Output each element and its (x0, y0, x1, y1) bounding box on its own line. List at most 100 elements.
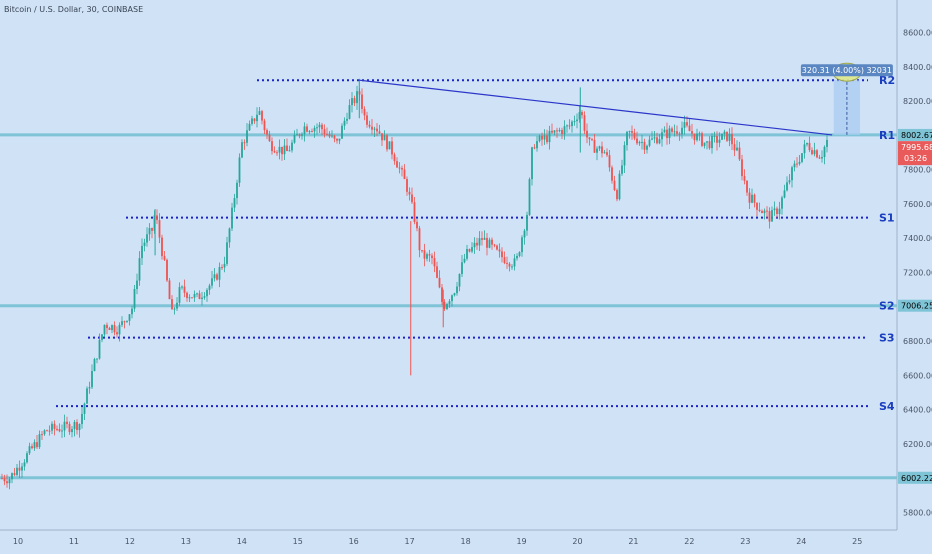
candle-body (178, 287, 181, 303)
candle-body (161, 237, 163, 257)
candle-body (108, 327, 111, 331)
candle-body (31, 446, 33, 449)
candle-body (518, 252, 521, 256)
candle-body (738, 147, 741, 160)
candle-body (76, 422, 78, 431)
candle-body (171, 299, 173, 310)
candle-body (741, 159, 743, 177)
candle-body (428, 254, 431, 256)
candle-body (618, 173, 621, 200)
candle-body (713, 135, 716, 137)
base-price-tag: 6002.22 (901, 474, 932, 483)
candle-body (806, 142, 808, 145)
candle-body (453, 293, 456, 296)
candle-body (98, 339, 101, 359)
candle-body (418, 228, 421, 251)
symbol-header: Bitcoin / U.S. Dollar, 30, COINBASE (4, 5, 144, 14)
candle-body (38, 434, 41, 448)
candle-body (33, 442, 36, 449)
candle-body (168, 280, 171, 300)
candle-body (746, 180, 748, 193)
candle-body (678, 133, 681, 135)
candle-body (773, 208, 776, 211)
candle-body (608, 155, 611, 168)
candle-body (173, 308, 176, 310)
candle-body (106, 324, 108, 328)
candle-body (496, 245, 498, 250)
time-tick-label: 10 (13, 537, 23, 546)
candle-body (531, 147, 533, 180)
candle-body (701, 133, 703, 146)
candle-body (68, 423, 71, 433)
candle-body (776, 208, 778, 215)
candle-body (451, 295, 453, 302)
candle-body (43, 430, 46, 435)
candle-body (638, 142, 641, 144)
candle-body (71, 429, 73, 433)
candle-body (771, 210, 773, 222)
candle-body (103, 324, 106, 335)
candle-body (718, 139, 721, 143)
candle-body (781, 197, 783, 209)
candle-body (673, 131, 676, 133)
level-label-s4: S4 (879, 400, 895, 413)
candle-body (576, 119, 578, 122)
candle-body (201, 297, 203, 300)
time-tick-label: 17 (405, 537, 415, 546)
candle-body (726, 131, 728, 141)
candle-body (793, 163, 796, 168)
candle-body (748, 192, 751, 203)
candle-body (78, 424, 81, 431)
candle-body (301, 134, 303, 136)
candle-body (681, 127, 683, 135)
candle-body (693, 133, 696, 141)
candle-body (46, 430, 48, 432)
candle-body (81, 413, 83, 425)
candle-body (41, 434, 43, 436)
trendline[interactable] (359, 79, 833, 136)
candle-body (463, 258, 466, 263)
candle-body (721, 133, 723, 140)
candle-body (431, 255, 433, 259)
candle-body (141, 245, 143, 259)
candle-body (128, 314, 131, 321)
candle-body (601, 146, 603, 154)
candle-body (101, 334, 103, 340)
candle-body (631, 131, 633, 133)
candle-body (801, 153, 803, 162)
candle-body (696, 133, 698, 141)
price-tick-label: 5800.00 (903, 508, 932, 517)
candle-body (228, 228, 231, 243)
candle-body (488, 239, 491, 248)
candle-body (483, 237, 486, 240)
candle-body (426, 254, 428, 259)
candle-body (731, 134, 733, 145)
candle-body (186, 292, 188, 299)
candle-body (8, 479, 11, 484)
candle-body (826, 139, 828, 147)
candle-body (343, 120, 346, 126)
time-tick-label: 24 (796, 537, 806, 546)
candle-body (686, 122, 688, 126)
candle-body (191, 297, 193, 299)
price-axis[interactable]: 5800.006000.006200.006400.006600.006800.… (903, 29, 932, 518)
candle-body (613, 180, 616, 191)
candle-body (351, 98, 353, 106)
candle-body (581, 112, 583, 116)
candle-body (1, 478, 3, 480)
candle-body (646, 145, 648, 150)
candle-body (766, 210, 768, 212)
candle-body (241, 142, 243, 158)
candle-body (763, 210, 766, 214)
candle-body (723, 131, 726, 134)
candle-body (586, 130, 588, 138)
candle-body (28, 446, 31, 454)
candle-body (571, 121, 573, 127)
candle-body (468, 249, 471, 252)
level-label-s1: S1 (879, 212, 895, 225)
candle-body (83, 403, 86, 414)
candle-body (636, 138, 638, 144)
time-axis[interactable]: 10 11 12 13 14 15 16 17 18 19 20 21 22 23 24 25 (13, 537, 862, 546)
